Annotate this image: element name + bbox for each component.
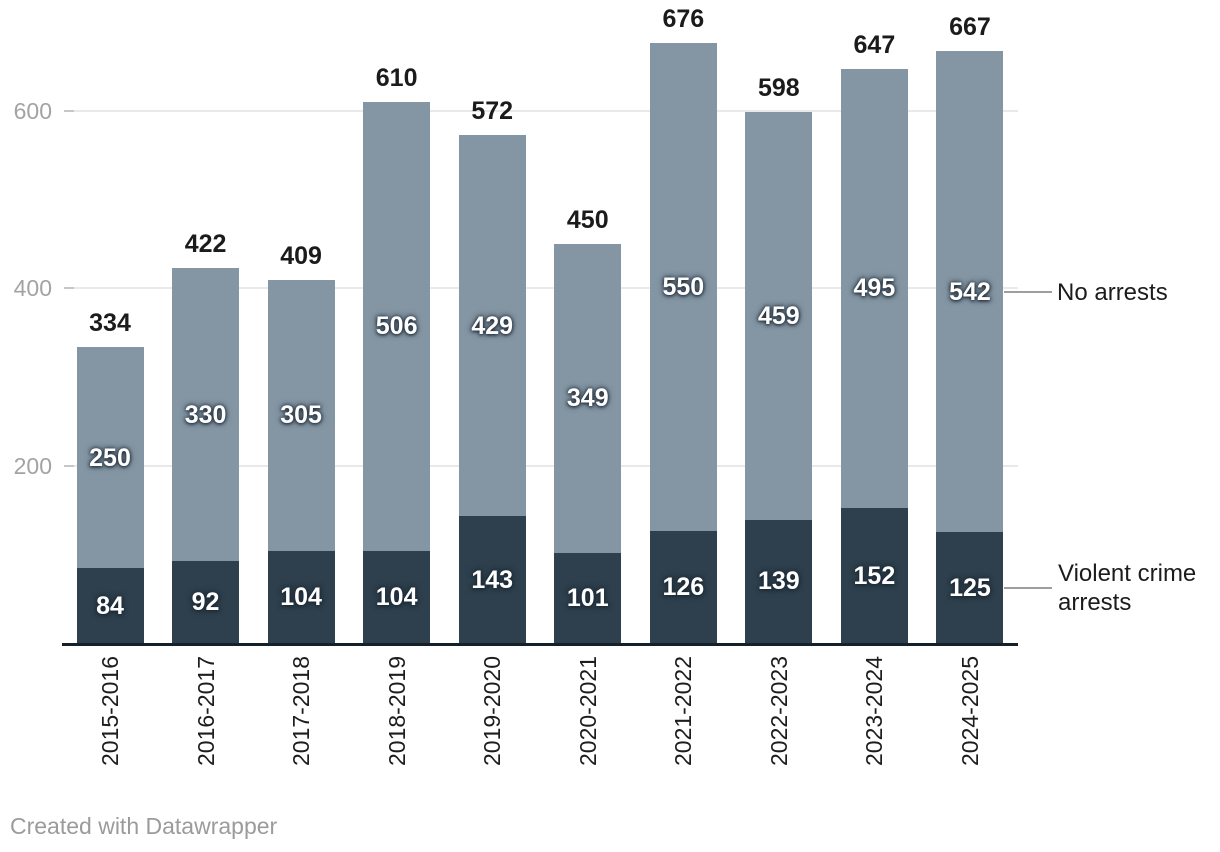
bar-segment-violent-crime-arrests-2019-2020[interactable]	[458, 516, 526, 643]
bar-segment-violent-crime-arrests-2023-2024[interactable]	[840, 508, 908, 643]
segment-value-label-no-arrests-2018-2019: 506	[375, 312, 418, 341]
bar-segment-no-arrests-2020-2021[interactable]	[554, 243, 622, 554]
legend-label-violent-crime-arrests: Violent crime arrests	[1058, 560, 1197, 616]
segment-value-label-no-arrests-2021-2022: 550	[662, 273, 705, 302]
bar-segment-no-arrests-2019-2020[interactable]	[458, 135, 526, 517]
total-value-label-2021-2022: 676	[662, 5, 705, 34]
bar-segment-violent-crime-arrests-2022-2023[interactable]	[745, 519, 813, 643]
legend-connector-violent-crime-arrests	[1004, 587, 1052, 589]
segment-value-label-no-arrests-2015-2016: 250	[89, 443, 131, 472]
bar-segment-violent-crime-arrests-2021-2022[interactable]	[649, 531, 717, 643]
x-axis-baseline	[62, 643, 1018, 646]
y-tick-label-600: 600	[13, 97, 52, 124]
x-tick-label-2015-2016: 2015-2016	[97, 656, 123, 766]
bar-segment-no-arrests-2017-2018[interactable]	[267, 280, 335, 551]
bar-segment-no-arrests-2023-2024[interactable]	[840, 68, 908, 509]
bar-segment-no-arrests-2015-2016[interactable]	[76, 346, 144, 569]
segment-value-label-violent-crime-arrests-2020-2021: 101	[566, 584, 609, 613]
segment-value-label-no-arrests-2019-2020: 429	[471, 311, 514, 340]
x-tick-label-2023-2024: 2023-2024	[861, 656, 888, 766]
total-value-label-2024-2025: 667	[949, 13, 991, 42]
bar-segment-violent-crime-arrests-2018-2019[interactable]	[363, 550, 431, 643]
x-tick-label-2017-2018: 2017-2018	[288, 656, 315, 766]
gridline-200	[64, 464, 1018, 467]
segment-value-label-violent-crime-arrests-2016-2017: 92	[191, 588, 220, 617]
total-value-label-2016-2017: 422	[184, 230, 227, 259]
y-tick-label-400: 400	[13, 275, 52, 301]
y-axis-tick-400	[64, 287, 74, 289]
legend-label-no-arrests: No arrests	[1057, 279, 1168, 306]
segment-value-label-no-arrests-2017-2018: 305	[280, 401, 322, 430]
total-value-label-2018-2019: 610	[375, 63, 418, 92]
y-axis-tick-600	[64, 109, 74, 112]
bar-segment-no-arrests-2022-2023[interactable]	[745, 112, 813, 520]
total-value-label-2017-2018: 409	[280, 242, 322, 270]
total-value-label-2019-2020: 572	[471, 97, 514, 126]
segment-value-label-violent-crime-arrests-2017-2018: 104	[280, 582, 322, 611]
total-value-label-2020-2021: 450	[566, 205, 609, 234]
x-tick-label-2018-2019: 2018-2019	[383, 656, 410, 766]
total-value-label-2015-2016: 334	[89, 308, 131, 337]
bar-segment-violent-crime-arrests-2020-2021[interactable]	[554, 553, 622, 643]
gridline-600	[64, 109, 1018, 112]
segment-value-label-no-arrests-2016-2017: 330	[184, 400, 227, 429]
segment-value-label-violent-crime-arrests-2023-2024: 152	[853, 561, 896, 590]
segment-value-label-violent-crime-arrests-2015-2016: 84	[96, 591, 124, 620]
segment-value-label-no-arrests-2023-2024: 495	[853, 274, 896, 303]
y-axis-tick-200	[64, 464, 74, 467]
segment-value-label-violent-crime-arrests-2024-2025: 125	[949, 573, 991, 602]
segment-value-label-no-arrests-2020-2021: 349	[566, 384, 609, 413]
gridline-400	[64, 287, 1018, 289]
x-tick-label-2020-2021: 2020-2021	[574, 656, 601, 766]
segment-value-label-violent-crime-arrests-2022-2023: 139	[757, 567, 800, 596]
bar-segment-no-arrests-2016-2017[interactable]	[172, 268, 240, 562]
bar-segment-violent-crime-arrests-2016-2017[interactable]	[172, 561, 240, 643]
x-tick-label-2022-2023: 2022-2023	[765, 656, 792, 766]
segment-value-label-violent-crime-arrests-2021-2022: 126	[662, 573, 705, 602]
datawrapper-credit[interactable]: Created with Datawrapper	[10, 813, 278, 839]
bar-segment-violent-crime-arrests-2017-2018[interactable]	[267, 550, 335, 643]
segment-value-label-violent-crime-arrests-2018-2019: 104	[375, 582, 418, 611]
x-tick-label-2019-2020: 2019-2020	[479, 656, 506, 766]
segment-value-label-violent-crime-arrests-2019-2020: 143	[471, 565, 514, 594]
bar-segment-no-arrests-2018-2019[interactable]	[363, 101, 431, 551]
bar-segment-violent-crime-arrests-2015-2016[interactable]	[76, 568, 144, 643]
y-tick-label-200: 200	[13, 452, 52, 479]
bar-segment-no-arrests-2021-2022[interactable]	[649, 43, 717, 532]
total-value-label-2023-2024: 647	[853, 30, 896, 59]
total-value-label-2022-2023: 598	[757, 74, 800, 103]
x-tick-label-2021-2022: 2021-2022	[670, 656, 697, 766]
legend-connector-no-arrests	[1004, 291, 1052, 293]
bar-segment-violent-crime-arrests-2024-2025[interactable]	[936, 532, 1004, 643]
x-tick-label-2024-2025: 2024-2025	[956, 656, 983, 766]
segment-value-label-no-arrests-2022-2023: 459	[757, 301, 800, 330]
bar-segment-no-arrests-2024-2025[interactable]	[936, 51, 1004, 533]
x-tick-label-2016-2017: 2016-2017	[192, 656, 219, 766]
segment-value-label-no-arrests-2024-2025: 542	[949, 277, 991, 306]
